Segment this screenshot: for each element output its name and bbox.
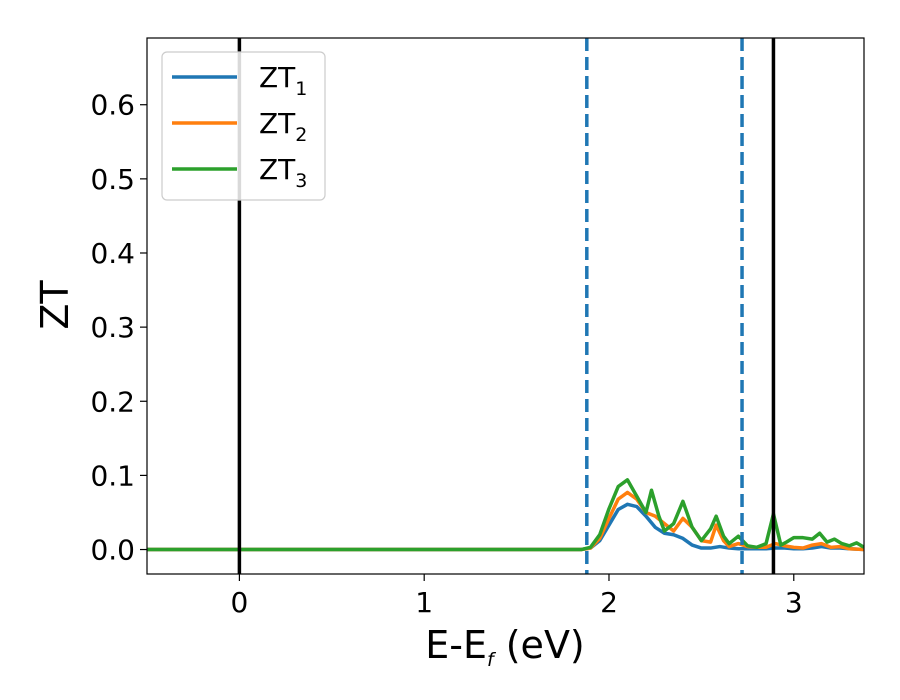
x-tick-label: 3 [785,586,803,619]
x-tick-label: 1 [415,586,433,619]
x-tick-label: 2 [600,586,618,619]
y-tick-label: 0.6 [90,89,135,122]
y-tick-label: 0.3 [90,311,135,344]
legend-label-3: ZT3 [259,153,307,192]
legend-label-2: ZT2 [259,107,307,146]
x-axis-label: E-Ef (eV) [425,623,585,671]
y-axis-label: ZT [33,280,77,330]
legend-box [161,51,326,201]
y-tick-label: 0.4 [90,237,135,270]
y-tick-label: 0.0 [90,534,135,567]
y-tick-label: 0.2 [90,385,135,418]
y-tick-label: 0.1 [90,459,135,492]
y-tick-label: 0.5 [90,163,135,196]
plot-frame [146,37,865,575]
x-axis-label-unit: (eV) [494,623,585,667]
series-line-1 [147,502,864,552]
x-tick-label: 0 [230,586,248,619]
x-axis-label-sub: f [487,649,497,671]
series-line-2 [147,490,864,552]
legend: ZT1 ZT2 ZT3 [161,51,326,201]
x-axis-label-main: E-E [425,623,487,667]
series-line-3 [147,478,864,552]
axis-ticks: 0 1 2 3 0.0 0.1 0.2 0.3 0.4 0.5 0.6 [90,89,802,619]
legend-label-1: ZT1 [259,61,307,100]
